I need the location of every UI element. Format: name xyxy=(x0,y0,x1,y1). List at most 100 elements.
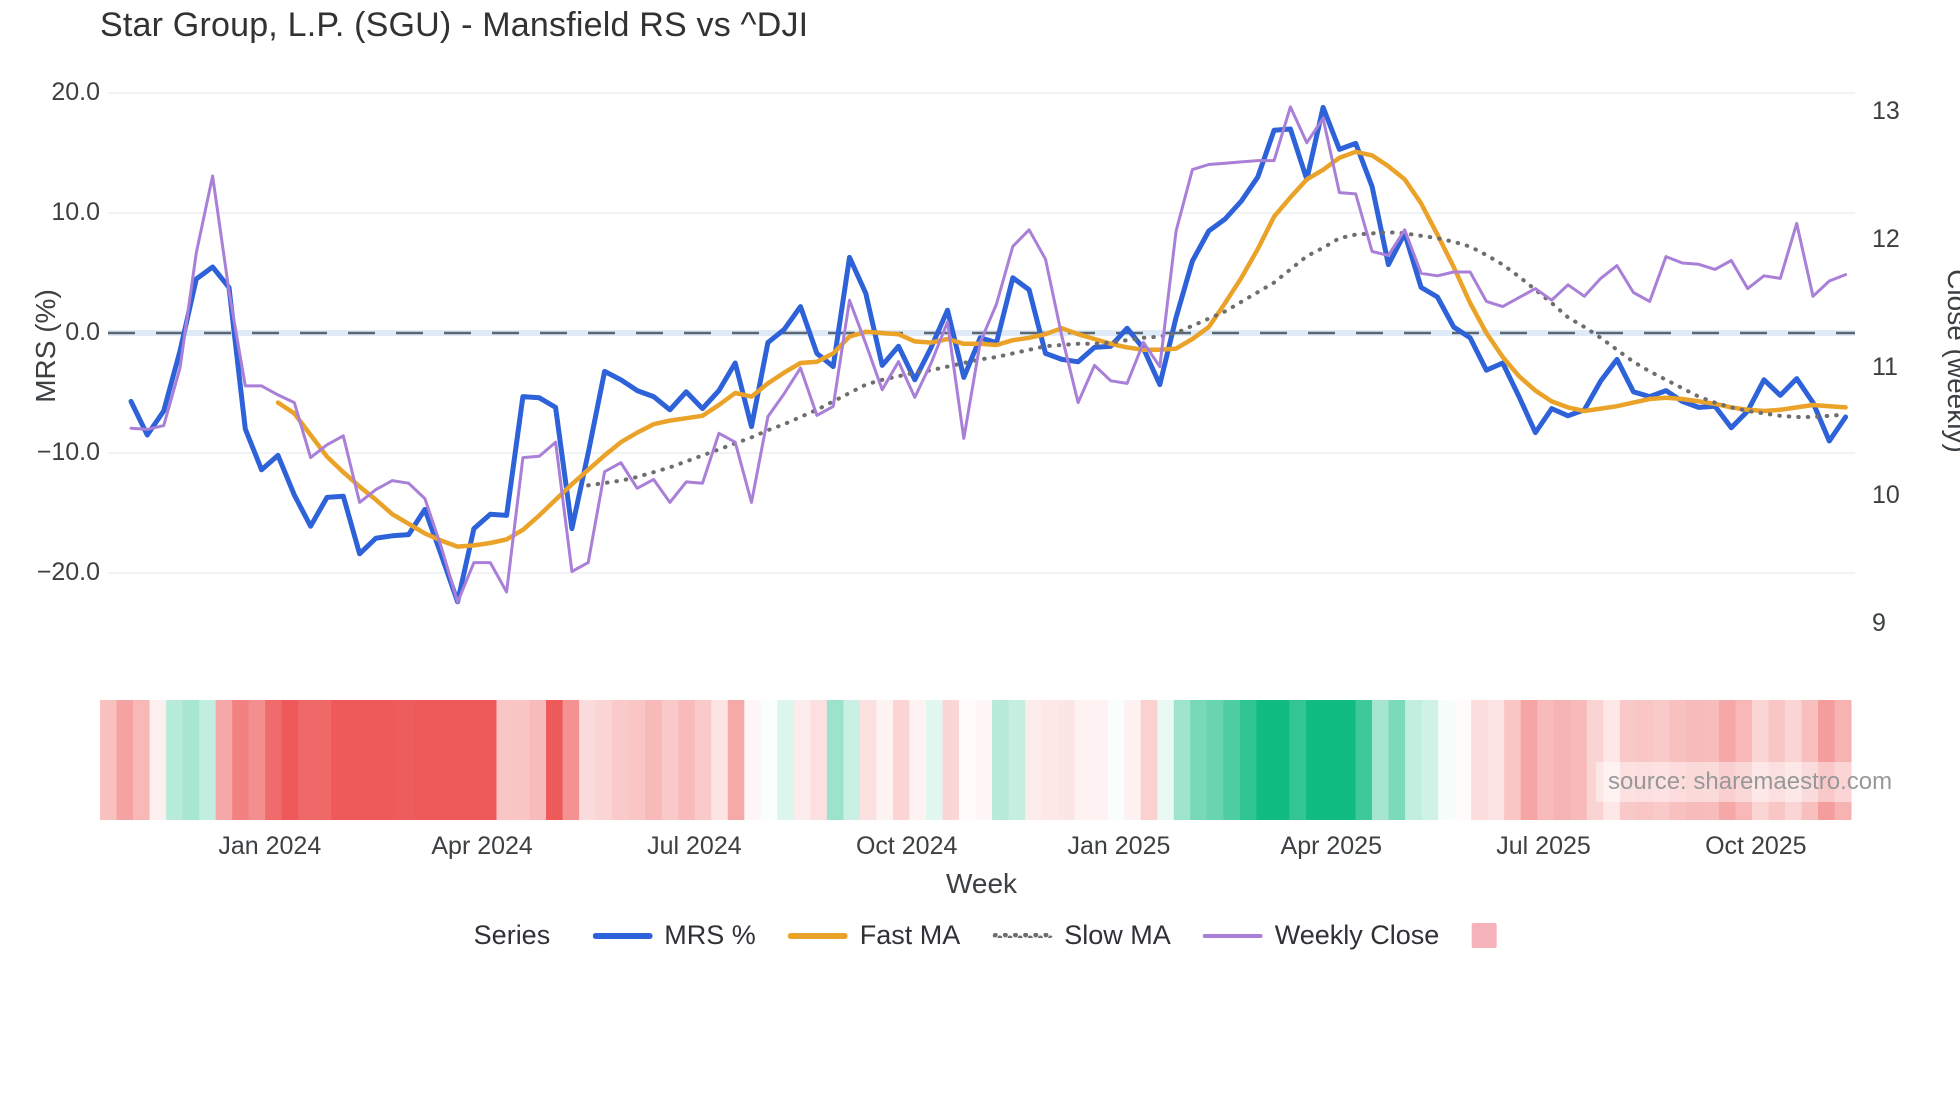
heatmap-week-cell xyxy=(298,700,316,820)
heatmap-week-cell xyxy=(546,700,563,820)
heatmap-week-cell xyxy=(1372,700,1389,820)
heatmap-week-cell xyxy=(876,700,894,820)
heatmap-week-cell xyxy=(1619,700,1637,820)
heatmap-week-cell xyxy=(1785,700,1802,820)
x-axis-tick: Oct 2025 xyxy=(1705,832,1807,860)
heatmap-week-cell xyxy=(331,700,349,820)
heatmap-week-cell xyxy=(1223,700,1241,820)
heatmap-week-cell xyxy=(1041,700,1059,820)
heatmap-week-cell xyxy=(992,700,1009,820)
heatmap-swatch-icon xyxy=(1471,923,1497,948)
x-axis-tick: Oct 2024 xyxy=(855,832,958,860)
x-axis-tick: Apr 2025 xyxy=(1280,832,1382,860)
right-axis-tick: 12 xyxy=(1872,225,1900,253)
heatmap-week-cell xyxy=(694,700,712,820)
heatmap-week-cell xyxy=(1471,700,1489,820)
series-line-slow-ma xyxy=(586,230,1848,488)
legend-item-slow-ma[interactable]: Slow MA xyxy=(992,920,1171,951)
series-swatch-icon xyxy=(592,932,653,939)
left-axis-tick: 10.0 xyxy=(51,198,100,226)
legend-item-mrs-[interactable]: MRS % xyxy=(592,920,756,951)
left-axis-tick: 0.0 xyxy=(65,318,100,346)
heatmap-week-cell xyxy=(199,700,217,820)
legend: Series MRS % Fast MA Slow MA Weekly Close xyxy=(474,920,1497,951)
heatmap-week-cell xyxy=(1652,700,1670,820)
heatmap-week-cell xyxy=(926,700,943,820)
heatmap-week-cell xyxy=(1504,700,1522,820)
x-axis-tick: Apr 2024 xyxy=(431,832,533,860)
heatmap-week-cell xyxy=(859,700,877,820)
heatmap-week-cell xyxy=(1603,700,1621,820)
heatmap-week-cell xyxy=(1487,700,1505,820)
legend-item-label: Fast MA xyxy=(859,920,961,950)
heatmap-week-cell xyxy=(1752,700,1769,820)
heatmap-week-cell xyxy=(529,700,547,820)
heatmap-week-cell xyxy=(1025,700,1043,820)
heatmap-week-cell xyxy=(1537,700,1555,820)
legend-item-fast-ma[interactable]: Fast MA xyxy=(787,920,961,951)
right-axis-tick: 9 xyxy=(1872,609,1886,637)
heatmap-week-cell xyxy=(248,700,266,820)
heatmap-week-cell xyxy=(1206,700,1224,820)
x-axis-tick: Jul 2024 xyxy=(647,832,742,860)
heatmap-week-cell xyxy=(133,700,150,820)
x-axis-title: Week xyxy=(945,868,1018,899)
heatmap-week-cell xyxy=(942,700,960,820)
heatmap-week-cell xyxy=(1818,700,1835,820)
legend-item-label: Slow MA xyxy=(1064,920,1171,950)
heatmap-week-cell xyxy=(612,700,630,820)
series-swatch-icon xyxy=(992,933,1053,938)
right-axis-tick: 13 xyxy=(1872,97,1900,125)
heatmap-week-cell xyxy=(760,700,778,820)
series-line-fast-ma xyxy=(275,149,1848,549)
right-axis-tick: 11 xyxy=(1872,353,1898,381)
heatmap-week-cell xyxy=(1190,700,1208,820)
left-axis-tick: −10.0 xyxy=(36,438,100,466)
heatmap-week-cell xyxy=(215,700,233,820)
heatmap-week-cell xyxy=(496,700,514,820)
heatmap-week-cell xyxy=(975,700,993,820)
heatmap-week-cell xyxy=(149,700,167,820)
heatmap-week-cell xyxy=(826,700,844,820)
heatmap-week-cell xyxy=(463,700,481,820)
heatmap-week-cell xyxy=(1454,700,1472,820)
series-line-weekly-close xyxy=(129,105,1848,604)
heatmap-week-cell xyxy=(959,700,976,820)
heatmap-week-cell xyxy=(1801,700,1819,820)
heatmap-week-cell xyxy=(628,700,646,820)
heatmap-week-cell xyxy=(711,700,729,820)
heatmap-week-cell xyxy=(413,700,431,820)
heatmap-week-cell xyxy=(1157,700,1175,820)
heatmap-week-cell xyxy=(1239,700,1257,820)
legend-item-label: MRS % xyxy=(664,920,756,950)
watermark-backdrop xyxy=(1596,762,1940,802)
heatmap-week-cell xyxy=(1272,700,1290,820)
heatmap-week-cell xyxy=(232,700,250,820)
heatmap-week-cell xyxy=(1322,700,1340,820)
heatmap-week-cell xyxy=(1586,700,1604,820)
heatmap-week-cell xyxy=(1008,700,1026,820)
heatmap-week-cell xyxy=(397,700,415,820)
heatmap-week-cell xyxy=(661,700,679,820)
chart-title: Star Group, L.P. (SGU) - Mansfield RS vs… xyxy=(100,6,809,44)
heatmap-week-cell xyxy=(1405,700,1422,820)
left-axis-tick: −20.0 xyxy=(36,558,100,586)
legend-title: Series xyxy=(473,920,551,950)
heatmap-week-cell xyxy=(1735,700,1753,820)
legend-item-heatmap[interactable] xyxy=(1471,923,1497,948)
heatmap-week-cell xyxy=(1074,700,1092,820)
heatmap-week-cell xyxy=(1553,700,1571,820)
legend-item-weekly-close[interactable]: Weekly Close xyxy=(1202,920,1439,951)
heatmap-week-cell xyxy=(1305,700,1323,820)
heatmap-week-cell xyxy=(579,700,596,820)
right-axis-tick: 10 xyxy=(1872,481,1900,509)
heatmap-week-cell xyxy=(1388,700,1406,820)
heatmap-week-cell xyxy=(1091,700,1109,820)
heatmap-week-cell xyxy=(1718,700,1736,820)
x-axis-tick: Jan 2025 xyxy=(1067,832,1171,860)
heatmap-week-cell xyxy=(892,700,910,820)
heatmap-week-cell xyxy=(1768,700,1786,820)
heatmap-week-cell xyxy=(777,700,795,820)
